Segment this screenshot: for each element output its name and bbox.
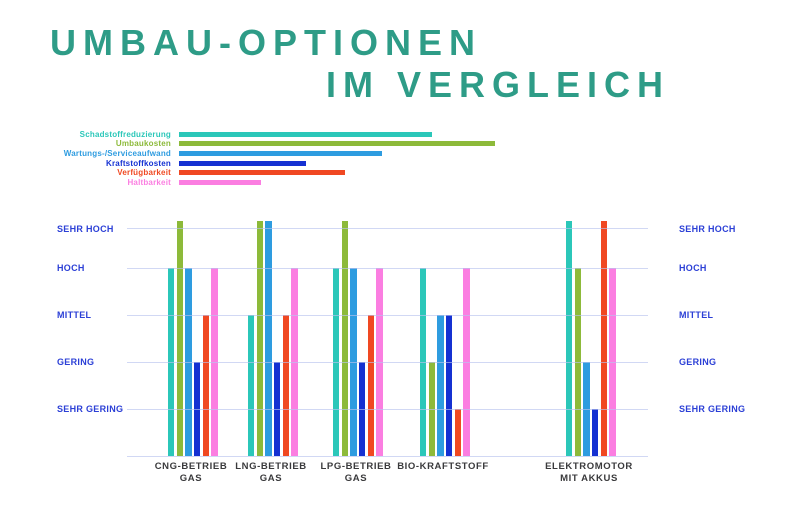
gridline-sehr-hoch bbox=[127, 228, 648, 229]
y-tick-left-sehr-gering: SEHR GERING bbox=[57, 404, 124, 415]
legend-swatch-umbaukosten bbox=[179, 141, 495, 147]
y-tick-right-gering: GERING bbox=[679, 357, 717, 368]
axis-baseline bbox=[127, 455, 648, 457]
y-tick-left-mittel: MITTEL bbox=[57, 310, 92, 321]
bar-schadstoffreduzierung-elektromotor-mit-akkus bbox=[566, 220, 573, 456]
category-label-lng-betrieb-gas: LNG-BETRIEB GAS bbox=[201, 461, 341, 484]
bar-verf-gbarkeit-elektromotor-mit-akkus bbox=[600, 220, 607, 456]
legend-label-verf-gbarkeit: Verfügbarkeit bbox=[117, 168, 171, 178]
legend-label-kraftstoffkosten: Kraftstoffkosten bbox=[106, 158, 171, 168]
legend-swatch-schadstoffreduzierung bbox=[179, 131, 432, 137]
bar-verf-gbarkeit-lpg-betrieb-gas bbox=[367, 314, 374, 456]
category-label-line: GAS bbox=[179, 472, 203, 484]
bar-wartungs-serviceaufwand-lng-betrieb-gas bbox=[265, 220, 272, 456]
bar-umbaukosten-cng-betrieb-gas bbox=[176, 220, 183, 456]
legend-row-wartungs-serviceaufwand: Wartungs-/Serviceaufwand bbox=[0, 148, 794, 158]
category-label-line: MIT AKKUS bbox=[560, 472, 618, 484]
category-label-bio-kraftstoff: BIO-KRAFTSTOFF bbox=[373, 461, 513, 473]
bar-kraftstoffkosten-elektromotor-mit-akkus bbox=[591, 408, 599, 456]
legend-swatch-verf-gbarkeit bbox=[179, 170, 345, 176]
legend-label-schadstoffreduzierung: Schadstoffreduzierung bbox=[79, 129, 171, 139]
legend-row-verf-gbarkeit: Verfügbarkeit bbox=[0, 168, 794, 178]
bar-verf-gbarkeit-lng-betrieb-gas bbox=[282, 314, 289, 456]
legend-row-kraftstoffkosten: Kraftstoffkosten bbox=[0, 158, 794, 168]
category-label-elektromotor-mit-akkus: ELEKTROMOTOR MIT AKKUS bbox=[519, 461, 659, 484]
category-label-line: ELEKTROMOTOR bbox=[545, 461, 633, 472]
legend-label-wartungs-serviceaufwand: Wartungs-/Serviceaufwand bbox=[63, 148, 171, 158]
legend-swatch-wartungs-serviceaufwand bbox=[179, 150, 382, 156]
bar-umbaukosten-lng-betrieb-gas bbox=[256, 220, 263, 456]
y-tick-right-mittel: MITTEL bbox=[679, 310, 714, 321]
legend-swatch-kraftstoffkosten bbox=[179, 160, 306, 166]
bar-kraftstoffkosten-bio-kraftstoff bbox=[445, 314, 453, 456]
gridline-mittel bbox=[127, 314, 648, 316]
category-label-cng-betrieb-gas: CNG-BETRIEB GAS bbox=[121, 461, 261, 484]
legend-row-haltbarkeit: Haltbarkeit bbox=[0, 178, 794, 187]
page-title-line-2: IM VERGLEICH bbox=[325, 64, 670, 105]
bar-verf-gbarkeit-bio-kraftstoff bbox=[454, 408, 461, 456]
category-label-line: BIO-KRAFTSTOFF bbox=[397, 461, 489, 472]
legend-swatch-haltbarkeit bbox=[179, 180, 261, 185]
legend-label-umbaukosten: Umbaukosten bbox=[115, 139, 171, 149]
gridline-gering bbox=[127, 361, 648, 363]
page-title-line-1: UMBAU-OPTIONEN bbox=[50, 22, 482, 63]
y-tick-left-sehr-hoch: SEHR HOCH bbox=[57, 223, 114, 234]
category-label-line: GAS bbox=[259, 472, 283, 484]
bar-schadstoffreduzierung-lng-betrieb-gas bbox=[248, 314, 255, 456]
bar-verf-gbarkeit-cng-betrieb-gas bbox=[202, 314, 209, 456]
legend-row-umbaukosten: Umbaukosten bbox=[0, 139, 794, 149]
category-label-line: LNG-BETRIEB bbox=[235, 461, 307, 472]
gridline-sehr-gering bbox=[127, 408, 648, 410]
legend-label-haltbarkeit: Haltbarkeit bbox=[127, 178, 171, 187]
y-tick-right-sehr-hoch: SEHR HOCH bbox=[679, 223, 736, 234]
y-tick-left-hoch: HOCH bbox=[57, 263, 85, 274]
y-tick-left-gering: GERING bbox=[57, 357, 95, 368]
bar-wartungs-serviceaufwand-bio-kraftstoff bbox=[437, 314, 444, 456]
bar-umbaukosten-lpg-betrieb-gas bbox=[341, 220, 348, 456]
gridline-hoch bbox=[127, 267, 648, 269]
y-tick-right-sehr-gering: SEHR GERING bbox=[679, 404, 746, 415]
y-tick-right-hoch: HOCH bbox=[679, 263, 707, 274]
category-label-line: CNG-BETRIEB bbox=[154, 461, 228, 472]
category-label-lpg-betrieb-gas: LPG-BETRIEB GAS bbox=[286, 461, 426, 484]
category-label-line: GAS bbox=[344, 472, 368, 484]
legend-row-schadstoffreduzierung: Schadstoffreduzierung bbox=[0, 129, 794, 139]
category-label-line: LPG-BETRIEB bbox=[320, 461, 392, 472]
